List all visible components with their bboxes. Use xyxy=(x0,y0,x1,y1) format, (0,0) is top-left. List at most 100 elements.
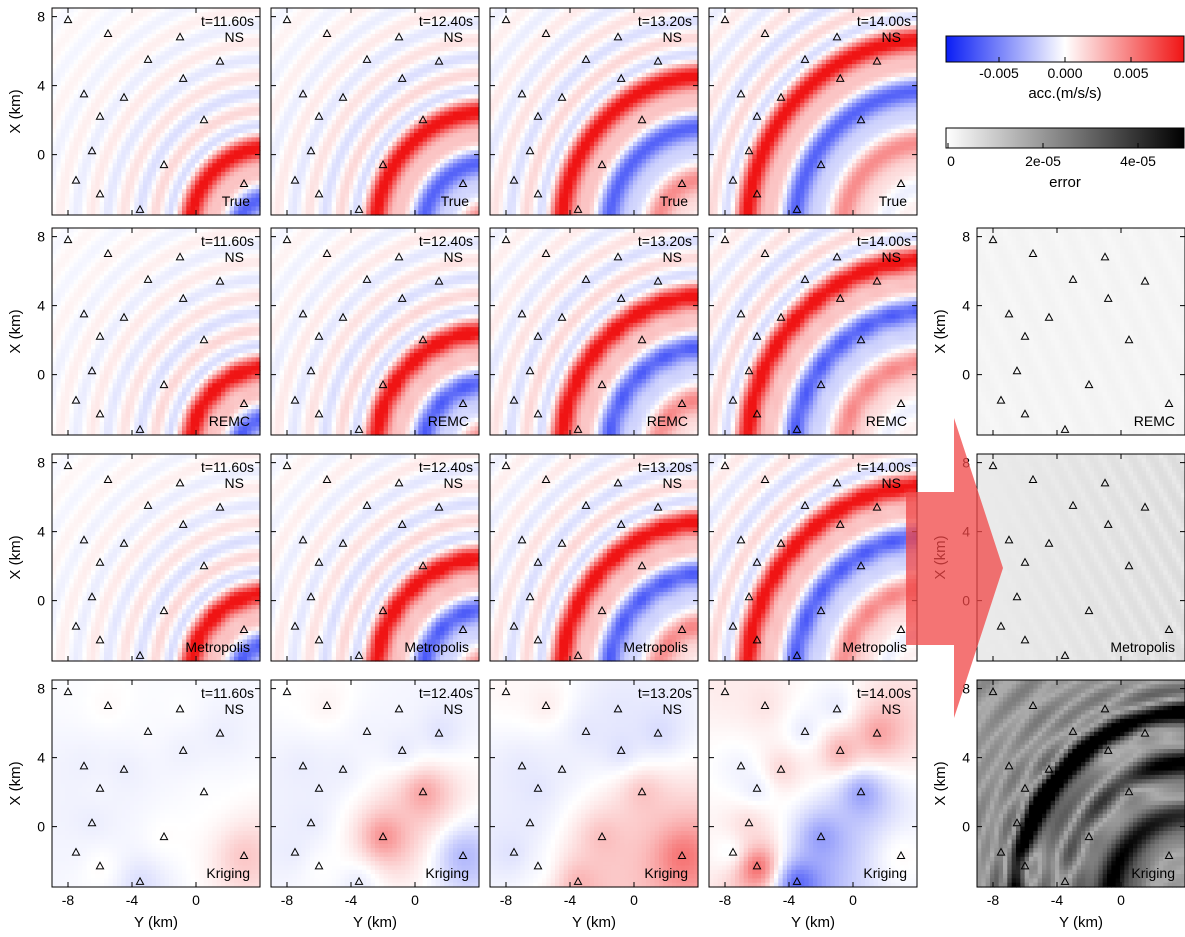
x-tick-label: -8 xyxy=(500,892,513,908)
method-label: Metropolis xyxy=(842,639,907,655)
y-axis-label: X (km) xyxy=(7,309,24,353)
time-label: t=13.20s xyxy=(638,233,692,249)
component-label: NS xyxy=(882,701,901,717)
method-label: REMC xyxy=(209,413,250,429)
method-label: True xyxy=(660,193,688,209)
y-tick-label: 4 xyxy=(962,298,970,314)
time-label: t=12.40s xyxy=(419,685,473,701)
y-tick-label: 0 xyxy=(37,593,45,609)
y-tick-label: 0 xyxy=(962,367,970,383)
colorbar-error-tick: 0 xyxy=(947,153,955,169)
component-label: NS xyxy=(444,29,463,45)
y-tick-label: 0 xyxy=(37,367,45,383)
y-tick-label: 0 xyxy=(962,819,970,835)
x-tick-label: 0 xyxy=(1117,892,1125,908)
colorbar-acc-tick: 0.005 xyxy=(1113,65,1148,81)
component-label: NS xyxy=(225,701,244,717)
time-label: t=11.60s xyxy=(201,459,254,475)
x-axis-label: Y (km) xyxy=(1059,914,1103,931)
colorbar-error-tick: 2e-05 xyxy=(1025,153,1061,169)
y-tick-label: 8 xyxy=(37,229,45,245)
component-label: NS xyxy=(444,475,463,491)
x-axis-label: Y (km) xyxy=(134,914,178,931)
y-tick-label: 8 xyxy=(962,229,970,245)
x-axis-label: Y (km) xyxy=(791,914,835,931)
x-tick-label: -4 xyxy=(345,892,358,908)
y-axis-label: X (km) xyxy=(932,761,949,805)
x-axis-label: Y (km) xyxy=(353,914,397,931)
y-tick-label: 8 xyxy=(37,455,45,471)
y-axis-label: X (km) xyxy=(7,89,24,133)
y-tick-label: 4 xyxy=(37,298,45,314)
method-label: Metropolis xyxy=(404,639,469,655)
method-label: True xyxy=(441,193,469,209)
component-label: NS xyxy=(663,249,682,265)
component-label: NS xyxy=(663,701,682,717)
x-tick-label: -4 xyxy=(126,892,139,908)
y-axis-label: X (km) xyxy=(932,309,949,353)
time-label: t=13.20s xyxy=(638,459,692,475)
method-label: Metropolis xyxy=(623,639,688,655)
y-tick-label: 0 xyxy=(37,147,45,163)
method-label: Kriging xyxy=(644,865,688,881)
colorbar-error-gradient xyxy=(946,128,1184,148)
component-label: NS xyxy=(225,29,244,45)
time-label: t=11.60s xyxy=(201,13,254,29)
x-axis-label: Y (km) xyxy=(572,914,616,931)
method-label: REMC xyxy=(866,413,907,429)
x-tick-label: -8 xyxy=(62,892,75,908)
component-label: NS xyxy=(225,475,244,491)
component-label: NS xyxy=(225,249,244,265)
time-label: t=12.40s xyxy=(419,13,473,29)
colorbar-error-label: error xyxy=(1049,174,1081,191)
component-label: NS xyxy=(663,29,682,45)
time-label: t=14.00s xyxy=(857,13,911,29)
colorbar-acc-tick: 0.000 xyxy=(1047,65,1082,81)
time-label: t=14.00s xyxy=(857,233,911,249)
method-label: Kriging xyxy=(206,865,250,881)
time-label: t=11.60s xyxy=(201,233,254,249)
component-label: NS xyxy=(882,29,901,45)
x-tick-label: 0 xyxy=(630,892,638,908)
x-tick-label: -8 xyxy=(719,892,732,908)
y-tick-label: 4 xyxy=(962,750,970,766)
time-label: t=11.60s xyxy=(201,685,254,701)
y-axis-label: X (km) xyxy=(7,535,24,579)
time-label: t=14.00s xyxy=(857,459,911,475)
component-label: NS xyxy=(882,475,901,491)
x-tick-label: -4 xyxy=(1051,892,1064,908)
method-label: REMC xyxy=(428,413,469,429)
y-tick-label: 4 xyxy=(37,78,45,94)
time-label: t=12.40s xyxy=(419,459,473,475)
y-axis-label: X (km) xyxy=(7,761,24,805)
y-tick-label: 0 xyxy=(37,819,45,835)
colorbar-error-tick: 4e-05 xyxy=(1120,153,1156,169)
method-label: Metropolis xyxy=(185,639,250,655)
time-label: t=13.20s xyxy=(638,685,692,701)
y-tick-label: 4 xyxy=(37,524,45,540)
colorbar-acc-tick: -0.005 xyxy=(979,65,1019,81)
time-label: t=12.40s xyxy=(419,233,473,249)
colorbar-acceleration: -0.005 0.000 0.005 acc.(m/s/s) xyxy=(946,36,1184,102)
x-tick-label: -8 xyxy=(281,892,294,908)
time-label: t=14.00s xyxy=(857,685,911,701)
method-label: Kriging xyxy=(1131,865,1175,881)
component-label: NS xyxy=(444,701,463,717)
method-label: True xyxy=(222,193,250,209)
method-label: Kriging xyxy=(425,865,469,881)
y-tick-label: 4 xyxy=(37,750,45,766)
colorbar-error: 0 2e-05 4e-05 error xyxy=(946,128,1184,191)
x-tick-label: -4 xyxy=(564,892,577,908)
